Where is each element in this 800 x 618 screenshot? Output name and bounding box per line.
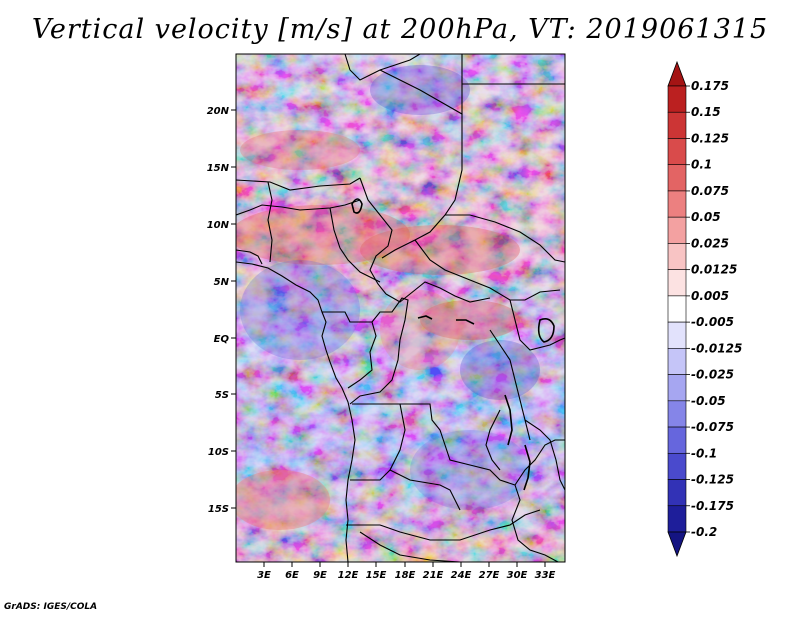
lat-label: 5S [215,390,229,401]
colorbar-swatch [667,452,687,480]
colorbar-label: -0.005 [691,315,734,329]
lon-label: 21E [423,570,444,581]
colorbar-label: -0.05 [691,394,726,408]
colorbar-swatch [667,321,687,349]
colorbar-label: 0.125 [691,131,729,145]
lon-label: 6E [285,570,299,581]
colorbar-label: -0.025 [691,368,734,382]
lat-axis [231,109,236,509]
colorbar-label: 0.0125 [691,263,737,277]
lat-label: 15S [208,504,229,515]
colorbar-swatch [667,505,687,533]
colorbar-swatch [667,269,687,297]
colorbar-swatch [667,479,687,507]
lakes [351,198,555,491]
colorbar-swatch [667,243,687,270]
map-frame [235,53,566,563]
lat-label: 10N [207,220,230,231]
lon-label: 24E [451,570,472,581]
lon-axis [263,562,546,567]
chart-title: Vertical velocity [m/s] at 200hPa, VT: 2… [31,14,769,45]
colorbar-swatch [667,426,687,454]
country-borders [236,54,565,562]
lat-label: 10S [208,447,229,458]
colorbar-swatch [667,85,687,113]
colorbar-swatch [667,138,687,166]
lat-label: EQ [214,334,230,345]
lat-labels: 20N 15N 10N 5N EQ 5S 10S 15S [207,106,230,515]
lake-chad-icon [351,198,363,214]
colorbar-label: 0.075 [691,184,729,198]
colorbar-swatch [667,295,687,323]
lon-label: 15E [366,570,387,581]
colorbar-swatch [667,190,687,218]
colorbar-label: 0.05 [691,210,721,224]
lon-label: 30E [507,570,528,581]
colorbar-label: -0.1 [691,446,717,460]
colorbar-label: -0.0125 [691,341,742,355]
lat-label: 15N [207,163,230,174]
colorbar-label: 0.1 [691,158,712,172]
grads-credit: GrADS: IGES/COLA [4,602,98,612]
colorbar-label: -0.175 [691,499,734,513]
colorbar: 0.175 0.15 0.125 0.1 0.075 0.05 0.025 0.0125 0.0… [667,60,742,558]
colorbar-label: -0.075 [691,420,734,434]
lon-label: 12E [338,570,359,581]
lake-victoria-icon [537,318,555,343]
colorbar-swatch [667,374,687,402]
lat-label: 5N [214,277,230,288]
lon-label: 18E [395,570,416,581]
colorbar-swatch [667,216,687,244]
colorbar-swatch [667,348,687,375]
colorbar-swatch [667,164,687,192]
velocity-field [236,54,565,562]
lon-label: 27E [479,570,500,581]
colorbar-swatch [667,111,687,139]
colorbar-label: 0.15 [691,105,721,119]
colorbar-label: 0.025 [691,236,729,250]
lon-label: 3E [257,570,271,581]
lake-malawi-icon [523,444,531,491]
lat-label: 20N [207,106,230,117]
colorbar-label: -0.125 [691,473,734,487]
lake-tanganyika-icon [504,394,513,446]
colorbar-label: -0.2 [691,525,717,539]
colorbar-label: 0.175 [691,79,729,93]
lon-label: 33E [535,570,556,581]
colorbar-swatch [667,400,687,428]
colorbar-max-arrow [667,60,687,87]
colorbar-min-arrow [667,531,687,558]
lon-label: 9E [313,570,327,581]
lon-labels: 3E 6E 9E 12E 15E 18E 21E 24E 27E 30E 33E [257,570,555,581]
colorbar-label: 0.005 [691,289,729,303]
